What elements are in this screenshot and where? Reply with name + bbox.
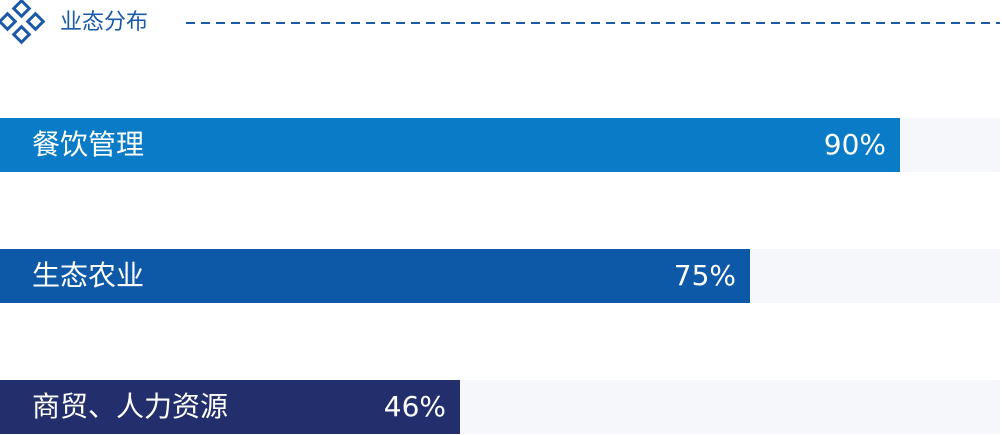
- bar: [0, 118, 900, 172]
- value-label: 90%: [824, 128, 886, 161]
- category-label: 生态农业: [32, 259, 144, 292]
- bar: [0, 249, 750, 303]
- category-label: 餐饮管理: [32, 128, 144, 161]
- value-label: 75%: [674, 259, 736, 292]
- bar: [0, 380, 460, 434]
- category-label: 商贸、人力资源: [32, 390, 228, 423]
- value-label: 46%: [384, 390, 446, 423]
- chart-title: 业态分布: [60, 10, 148, 35]
- title-icon: [0, 0, 46, 45]
